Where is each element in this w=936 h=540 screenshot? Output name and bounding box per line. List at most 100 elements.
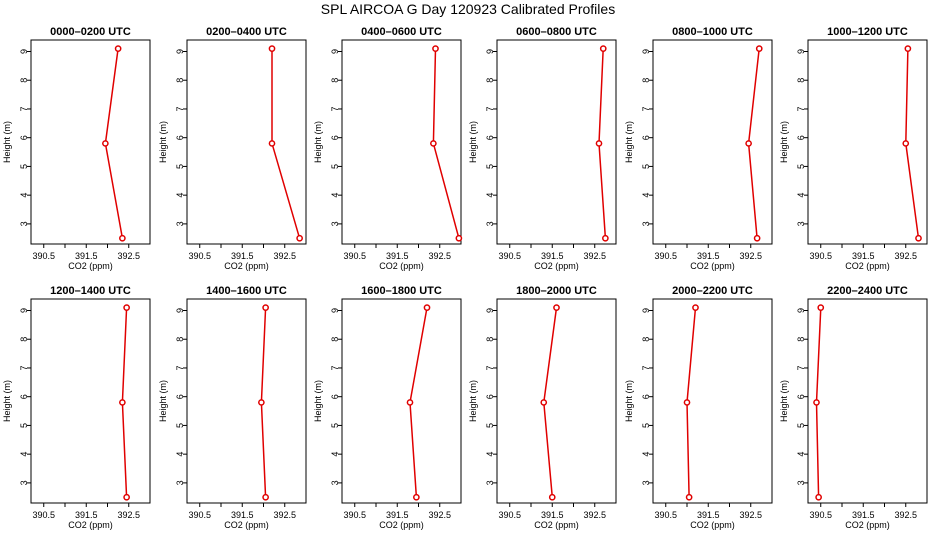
x-tick-label: 390.5 — [32, 510, 55, 520]
x-tick-label: 391.5 — [75, 251, 98, 261]
y-tick-label: 8 — [330, 337, 340, 342]
profile-point — [813, 399, 820, 406]
y-tick-label: 8 — [330, 78, 340, 83]
y-axis-label: Height (m) — [624, 121, 634, 163]
y-tick-label: 3 — [641, 480, 651, 485]
y-axis-label: Height (m) — [624, 380, 634, 422]
y-axis-label: Height (m) — [313, 380, 323, 422]
panel-3: 0400–0600 UTC 390.5 391.5 392.5 3 4 5 6 7 8 9 CO2 (… — [313, 26, 463, 271]
x-tick-label: 391.5 — [231, 510, 254, 520]
panel-grid: 0000–0200 UTC 390.5 391.5 392.5 3 4 5 6 7 8 9 CO2 (… — [2, 26, 928, 530]
y-tick-label: 6 — [796, 394, 806, 399]
y-tick-label: 3 — [330, 221, 340, 226]
x-tick-label: 392.5 — [739, 251, 762, 261]
y-tick-label: 5 — [330, 423, 340, 428]
x-tick-label: 391.5 — [231, 251, 254, 261]
y-tick-label: 5 — [796, 164, 806, 169]
x-tick-label: 392.5 — [739, 510, 762, 520]
x-tick-label: 392.5 — [117, 510, 140, 520]
y-tick-label: 9 — [641, 308, 651, 313]
y-tick-label: 3 — [19, 221, 29, 226]
panel-9: 1600–1800 UTC 390.5 391.5 392.5 3 4 5 6 7 8 9 CO2 (… — [313, 285, 462, 530]
x-tick-label: 392.5 — [428, 251, 451, 261]
y-tick-label: 6 — [330, 135, 340, 140]
x-tick-label: 392.5 — [894, 251, 917, 261]
plot-frame — [807, 39, 928, 245]
y-tick-label: 7 — [796, 365, 806, 370]
profile-point — [406, 399, 414, 406]
profile-point — [102, 140, 109, 147]
profile-point — [745, 140, 752, 147]
panel-title: 2000–2200 UTC — [672, 285, 753, 297]
profile-point — [692, 304, 699, 311]
x-tick-label: 390.5 — [343, 251, 366, 261]
y-tick-label: 6 — [485, 135, 495, 140]
y-tick-label: 9 — [485, 308, 495, 313]
panel-title: 0400–0600 UTC — [361, 26, 442, 38]
y-tick-label: 8 — [19, 337, 29, 342]
plot-frame — [341, 39, 462, 245]
y-tick-label: 8 — [175, 78, 185, 83]
x-tick-label: 392.5 — [583, 510, 606, 520]
x-tick-label: 390.5 — [498, 251, 521, 261]
x-tick-label: 390.5 — [343, 510, 366, 520]
x-tick-label: 391.5 — [697, 251, 720, 261]
y-tick-label: 5 — [330, 164, 340, 169]
panel-title: 1800–2000 UTC — [516, 285, 597, 297]
y-axis-label: Height (m) — [2, 380, 12, 422]
y-tick-label: 9 — [641, 49, 651, 54]
y-tick-label: 6 — [641, 135, 651, 140]
profile-line — [271, 48, 301, 239]
x-tick-label: 390.5 — [654, 510, 677, 520]
y-tick-label: 8 — [796, 78, 806, 83]
y-tick-label: 6 — [19, 394, 29, 399]
y-axis-label: Height (m) — [779, 380, 789, 422]
x-axis-label: CO2 (ppm) — [379, 520, 424, 530]
y-axis-label: Height (m) — [158, 121, 168, 163]
y-tick-label: 7 — [641, 106, 651, 111]
x-axis-label: CO2 (ppm) — [68, 261, 113, 271]
y-tick-label: 7 — [485, 365, 495, 370]
profile-point — [548, 493, 556, 501]
y-tick-label: 9 — [175, 49, 185, 54]
x-tick-label: 390.5 — [188, 510, 211, 520]
profile-point — [683, 399, 691, 406]
panel-title: 0200–0400 UTC — [206, 26, 287, 38]
panel-6: 1000–1200 UTC 390.5 391.5 392.5 3 4 5 6 7 8 9 CO2 (… — [779, 26, 928, 271]
y-axis-label: Height (m) — [779, 121, 789, 163]
y-tick-label: 8 — [175, 337, 185, 342]
x-axis-label: CO2 (ppm) — [690, 261, 735, 271]
x-tick-label: 392.5 — [428, 510, 451, 520]
x-axis-label: CO2 (ppm) — [224, 520, 269, 530]
plot-frame — [652, 39, 773, 245]
y-tick-label: 8 — [641, 78, 651, 83]
y-tick-label: 4 — [19, 452, 29, 457]
y-tick-label: 7 — [19, 106, 29, 111]
x-tick-label: 390.5 — [32, 251, 55, 261]
panel-4: 0600–0800 UTC 390.5 391.5 392.5 3 4 5 6 7 8 9 CO2 (… — [468, 26, 617, 271]
y-tick-label: 8 — [796, 337, 806, 342]
x-axis-label: CO2 (ppm) — [690, 520, 735, 530]
y-axis-label: Height (m) — [158, 380, 168, 422]
y-tick-label: 3 — [19, 480, 29, 485]
y-tick-label: 9 — [330, 49, 340, 54]
y-tick-label: 9 — [19, 308, 29, 313]
y-tick-label: 4 — [19, 193, 29, 198]
y-tick-label: 4 — [641, 193, 651, 198]
profile-point — [430, 140, 437, 147]
profile-point — [540, 399, 548, 406]
profile-point — [119, 399, 126, 406]
panel-2: 0200–0400 UTC 390.5 391.5 392.5 3 4 5 6 7 8 9 CO2 (… — [158, 26, 307, 271]
x-axis-label: CO2 (ppm) — [534, 261, 579, 271]
x-tick-label: 391.5 — [697, 510, 720, 520]
profile-point — [296, 234, 303, 242]
profile-point — [685, 493, 693, 501]
y-tick-label: 8 — [485, 337, 495, 342]
panel-title: 2200–2400 UTC — [827, 285, 908, 297]
x-tick-label: 391.5 — [75, 510, 98, 520]
y-tick-label: 3 — [641, 221, 651, 226]
profile-point — [902, 140, 910, 147]
x-tick-label: 392.5 — [583, 251, 606, 261]
panel-1: 0000–0200 UTC 390.5 391.5 392.5 3 4 5 6 7 8 9 CO2 (… — [2, 26, 151, 271]
